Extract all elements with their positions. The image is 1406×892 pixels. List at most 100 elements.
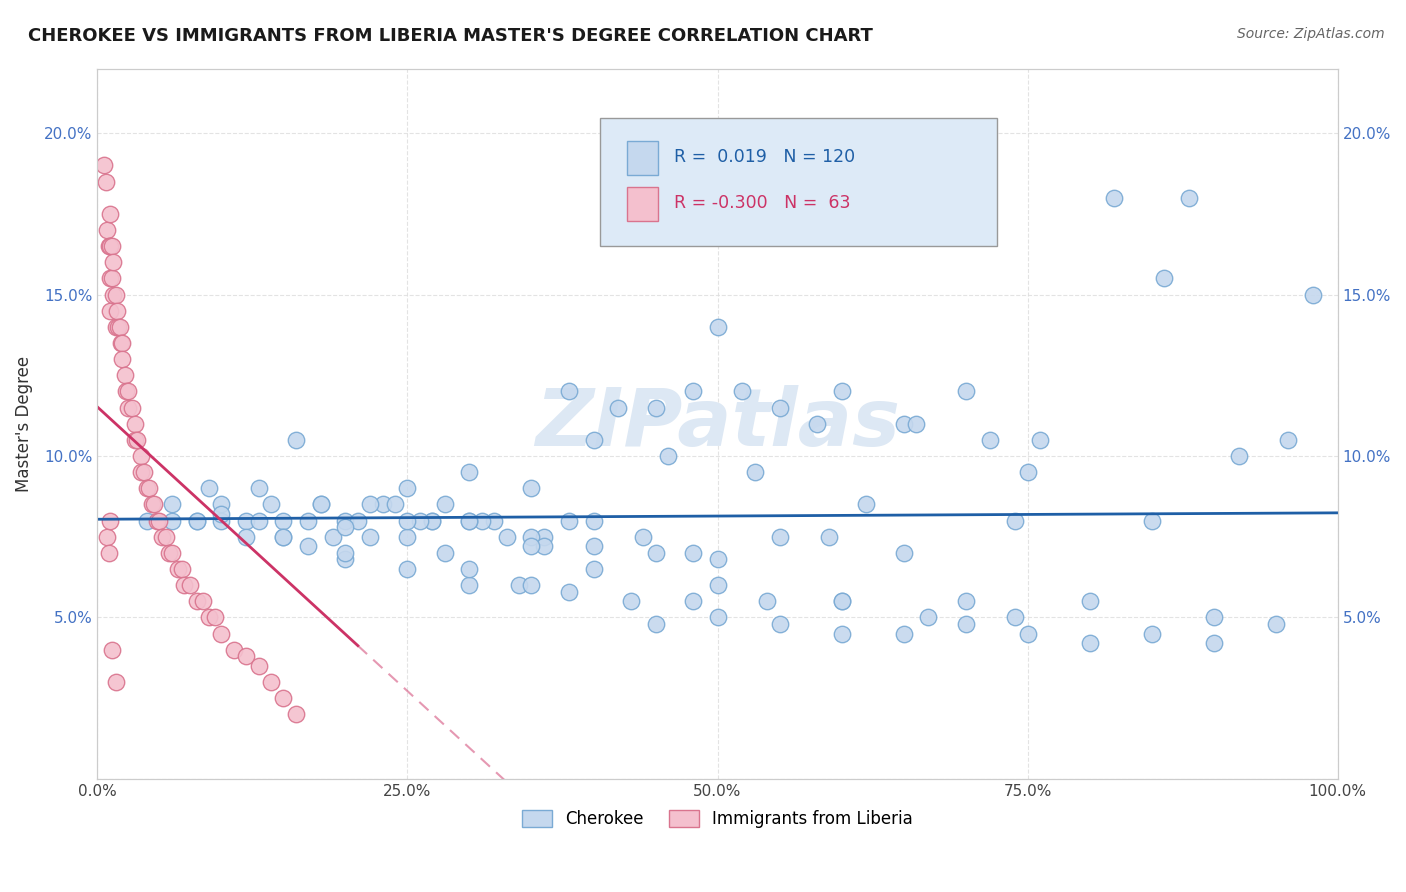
Point — [1227, 449, 1250, 463]
Point — [1078, 636, 1101, 650]
Point — [247, 514, 270, 528]
Point — [1140, 514, 1163, 528]
Point — [136, 514, 159, 528]
Bar — [627, 187, 658, 221]
Point — [955, 384, 977, 399]
Point — [97, 239, 120, 253]
Point — [209, 626, 232, 640]
Point — [309, 498, 332, 512]
Point — [644, 546, 666, 560]
Point — [247, 481, 270, 495]
Point — [297, 540, 319, 554]
Point — [384, 498, 406, 512]
Point — [105, 303, 128, 318]
Point — [644, 616, 666, 631]
Point — [557, 514, 579, 528]
Point — [396, 481, 419, 495]
Point — [420, 514, 443, 528]
FancyBboxPatch shape — [600, 119, 997, 246]
Point — [806, 417, 828, 431]
Point — [420, 514, 443, 528]
Point — [396, 514, 419, 528]
Point — [111, 352, 134, 367]
Point — [157, 546, 180, 560]
Point — [706, 552, 728, 566]
Point — [111, 336, 134, 351]
Point — [557, 384, 579, 399]
Point — [198, 481, 221, 495]
Point — [143, 498, 166, 512]
Point — [121, 401, 143, 415]
Point — [114, 368, 136, 383]
Point — [167, 562, 190, 576]
Y-axis label: Master's Degree: Master's Degree — [15, 356, 32, 491]
Point — [260, 498, 283, 512]
Point — [955, 594, 977, 608]
Point — [458, 514, 481, 528]
Point — [129, 465, 152, 479]
Point — [335, 546, 357, 560]
Point — [520, 530, 543, 544]
Point — [101, 271, 124, 285]
Point — [138, 481, 160, 495]
Point — [471, 514, 494, 528]
Point — [235, 649, 257, 664]
Point — [831, 594, 853, 608]
Point — [371, 498, 394, 512]
Point — [855, 498, 877, 512]
Point — [209, 514, 232, 528]
Point — [582, 514, 605, 528]
Point — [458, 578, 481, 592]
Point — [1202, 636, 1225, 650]
Point — [150, 530, 173, 544]
Point — [98, 514, 121, 528]
Point — [458, 465, 481, 479]
Point — [533, 540, 555, 554]
Point — [160, 514, 183, 528]
Point — [96, 530, 118, 544]
Point — [520, 481, 543, 495]
Point — [335, 514, 357, 528]
Point — [706, 610, 728, 624]
Point — [905, 417, 928, 431]
Point — [495, 530, 517, 544]
Text: CHEROKEE VS IMMIGRANTS FROM LIBERIA MASTER'S DEGREE CORRELATION CHART: CHEROKEE VS IMMIGRANTS FROM LIBERIA MAST… — [28, 27, 873, 45]
Point — [235, 514, 257, 528]
Point — [682, 546, 704, 560]
Point — [1004, 610, 1026, 624]
Point — [273, 691, 295, 706]
Point — [104, 287, 127, 301]
Point — [101, 642, 124, 657]
Point — [108, 319, 131, 334]
Point — [110, 336, 132, 351]
Point — [322, 530, 344, 544]
Point — [409, 514, 432, 528]
Point — [160, 498, 183, 512]
Point — [173, 578, 195, 592]
Point — [359, 530, 381, 544]
Point — [520, 540, 543, 554]
Point — [582, 562, 605, 576]
Point — [222, 642, 245, 657]
Text: R = -0.300   N =  63: R = -0.300 N = 63 — [673, 194, 851, 212]
Point — [768, 616, 790, 631]
Point — [484, 514, 506, 528]
Point — [179, 578, 201, 592]
Point — [103, 255, 125, 269]
Point — [706, 578, 728, 592]
Point — [186, 514, 208, 528]
Legend: Cherokee, Immigrants from Liberia: Cherokee, Immigrants from Liberia — [516, 803, 920, 835]
Point — [682, 384, 704, 399]
Point — [1178, 191, 1201, 205]
Point — [917, 610, 939, 624]
Point — [631, 530, 654, 544]
Point — [520, 578, 543, 592]
Point — [96, 223, 118, 237]
Point — [247, 659, 270, 673]
Point — [117, 401, 139, 415]
Point — [744, 465, 766, 479]
Point — [955, 616, 977, 631]
Point — [235, 530, 257, 544]
Point — [155, 530, 177, 544]
Point — [1264, 616, 1286, 631]
